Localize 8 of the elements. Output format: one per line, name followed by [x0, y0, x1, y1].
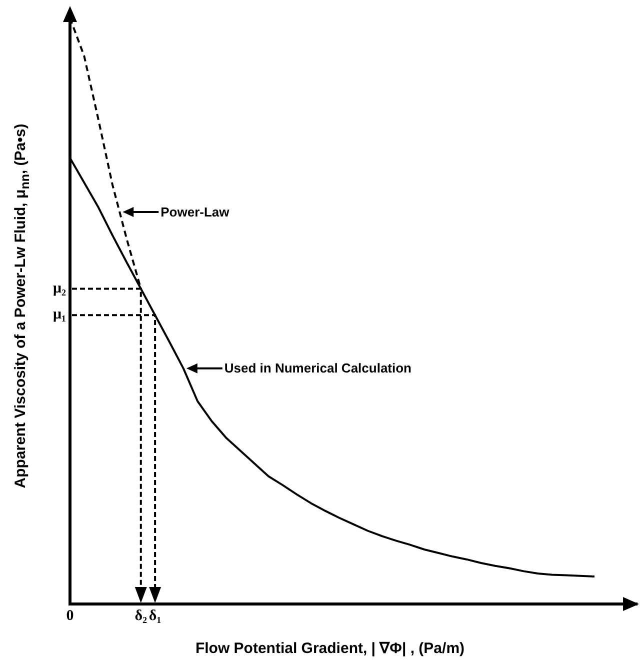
x-axis-title: Flow Potential Gradient, | ∇Φ| , (Pa/m)	[195, 639, 465, 657]
annotation: Used in Numerical Calculation	[224, 360, 412, 376]
text: μ₂	[52, 280, 66, 298]
annotation: Power-Law	[160, 204, 230, 220]
x-tick-label: δ₂	[134, 608, 148, 624]
text: μ₁	[52, 306, 66, 324]
x-tick-label: 0	[66, 608, 74, 624]
x-tick-label: δ₁	[148, 608, 162, 624]
